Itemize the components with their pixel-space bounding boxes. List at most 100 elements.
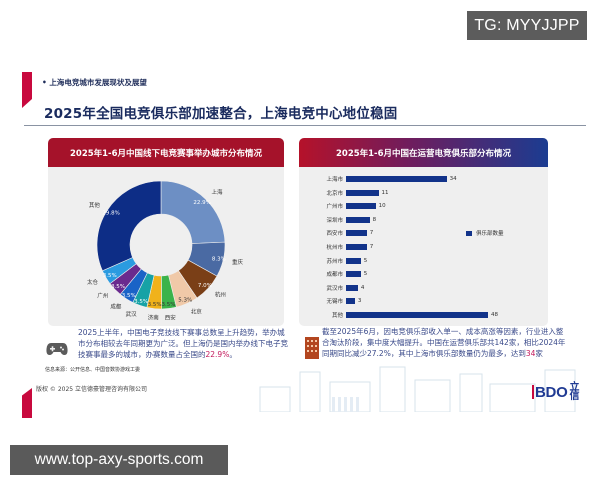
bar bbox=[346, 203, 376, 210]
slice-value-label: 5.3% bbox=[178, 297, 192, 303]
logo-bar bbox=[532, 385, 534, 399]
gamepad-icon bbox=[46, 343, 68, 355]
note-text: 2025上半年，中国电子竞技线下赛事总数呈上升趋势，举办城市分布相较去年同期更为… bbox=[78, 328, 288, 359]
slice-category-label: 广州 bbox=[97, 292, 108, 300]
bar-category-label: 杭州市 bbox=[326, 245, 343, 251]
panel-title: 2025年1-6月中国线下电竞赛事举办城市分布情况 bbox=[48, 138, 284, 167]
city-skyline-decoration bbox=[259, 366, 576, 412]
bar-value-label: 7 bbox=[369, 230, 374, 237]
slice-value-label: 3.5% bbox=[122, 293, 136, 299]
watermark-badge-bottom: www.top-axy-sports.com bbox=[10, 445, 228, 475]
note-text: 家 bbox=[535, 349, 543, 358]
bar-row: 武汉市 4 bbox=[299, 283, 364, 293]
club-summary-note: 截至2025年6月，因电竞俱乐部收入单一、成本高涨等因素，行业进入整合淘汰阶段，… bbox=[322, 326, 567, 359]
slice-value-label: 3.5% bbox=[103, 273, 117, 279]
legend-label: 俱乐部数量 bbox=[476, 231, 504, 237]
page-title: 2025年全国电竞俱乐部加速整合，上海电竞中心地位稳固 bbox=[44, 106, 398, 122]
bar-category-label: 深圳市 bbox=[326, 217, 343, 224]
bar bbox=[346, 271, 361, 278]
bar bbox=[346, 216, 370, 223]
bar bbox=[346, 284, 358, 291]
slice-category-label: 其他 bbox=[89, 201, 101, 209]
bar-value-label: 34 bbox=[449, 176, 457, 182]
slice-value-label: 7.0% bbox=[198, 283, 212, 289]
bar-row: 北京市 11 bbox=[299, 188, 389, 198]
slice-value-label: 22.9% bbox=[193, 200, 210, 206]
bar-category-label: 西安市 bbox=[326, 231, 343, 238]
bar-category-label: 其他 bbox=[331, 313, 343, 319]
bar bbox=[346, 230, 367, 237]
accent-bar-bottom bbox=[22, 388, 32, 418]
slice-category-label: 济南 bbox=[148, 314, 160, 322]
bar-value-label: 8 bbox=[372, 216, 377, 223]
donut-slice bbox=[96, 180, 162, 272]
bar bbox=[346, 257, 361, 264]
slice-category-label: 成都 bbox=[110, 302, 122, 310]
bar-value-label: 5 bbox=[363, 257, 368, 264]
section-label: • 上海电竞城市发展现状及展望 bbox=[42, 78, 147, 87]
bar-row: 深圳市 8 bbox=[299, 215, 376, 225]
bar-value-label: 11 bbox=[381, 189, 389, 196]
panel-title: 2025年1-6月中国在运营电竞俱乐部分布情况 bbox=[299, 138, 548, 167]
bar-value-label: 7 bbox=[369, 244, 374, 250]
chart-legend: 俱乐部数量 bbox=[466, 229, 504, 237]
bar-category-label: 上海市 bbox=[326, 177, 343, 183]
watermark-badge-top: TG: MYYJJPP bbox=[467, 11, 587, 40]
slice-value-label: 3.5% bbox=[134, 299, 148, 305]
slice-value-label: 3.5% bbox=[148, 302, 162, 308]
bar-row: 成都市 5 bbox=[299, 269, 367, 279]
slice-value-label: 8.3% bbox=[212, 257, 226, 263]
donut-chart: 22.9% 上海 8.3% 重庆 7.0% 杭州 5.3% 北京 3.5% 西安 3.5% 济南 3.5… bbox=[48, 167, 284, 326]
bar-row: 苏州市 5 bbox=[299, 256, 367, 266]
note-text: 截至2025年6月，因电竞俱乐部收入单一、成本高涨等因素，行业进入整合淘汰阶段，… bbox=[322, 327, 566, 358]
slice-value-label: 29.8% bbox=[102, 210, 119, 216]
slice-value-label: 3.5% bbox=[162, 302, 176, 308]
slice-category-label: 上海 bbox=[211, 188, 223, 196]
club-distribution-panel: 2025年1-6月中国在运营电竞俱乐部分布情况 俱乐部数量 上海市 34 北京市 11… bbox=[299, 138, 548, 326]
slice-category-label: 杭州 bbox=[215, 290, 226, 298]
bar-value-label: 3 bbox=[357, 298, 362, 305]
bar-value-label: 5 bbox=[363, 271, 368, 278]
bdo-logo: BDO 立信 bbox=[532, 382, 580, 402]
bar-category-label: 武汉市 bbox=[326, 285, 343, 292]
bar-category-label: 北京市 bbox=[326, 190, 343, 197]
bar-category-label: 广州市 bbox=[326, 204, 343, 211]
bar-row: 无锡市 3 bbox=[299, 296, 361, 306]
bar-row: 其他 48 bbox=[299, 310, 498, 320]
bar bbox=[346, 312, 488, 318]
bar bbox=[346, 244, 367, 250]
note-highlight: 34 bbox=[525, 349, 536, 358]
accent-bar-top bbox=[22, 72, 32, 108]
note-highlight: 22.9% bbox=[205, 350, 230, 359]
title-divider bbox=[24, 125, 586, 126]
slice-category-label: 北京 bbox=[191, 308, 203, 316]
copyright: 版权 © 2025 立信德豪管理咨询有限公司 bbox=[36, 386, 147, 393]
slice-category-label: 重庆 bbox=[232, 258, 244, 266]
slice-category-label: 西安 bbox=[165, 313, 177, 321]
bar-value-label: 10 bbox=[378, 203, 386, 210]
bar-category-label: 无锡市 bbox=[326, 299, 343, 306]
bar-category-label: 苏州市 bbox=[326, 258, 343, 265]
bar-value-label: 48 bbox=[491, 312, 498, 318]
bar-row: 杭州市 7 bbox=[299, 242, 373, 252]
bar-category-label: 成都市 bbox=[326, 272, 343, 279]
bar-value-label: 4 bbox=[360, 284, 365, 291]
slice-category-label: 太仓 bbox=[87, 278, 99, 286]
bar-row: 广州市 10 bbox=[299, 201, 386, 211]
source-note: 信息来源：公开信息、中国音数协游戏工委 bbox=[45, 367, 141, 373]
bar-row: 上海市 34 bbox=[299, 174, 457, 184]
event-city-panel: 2025年1-6月中国线下电竞赛事举办城市分布情况 22.9% 上海 8.3% 重庆 7… bbox=[48, 138, 284, 326]
bar-row: 西安市 7 bbox=[299, 228, 373, 238]
slice-category-label: 武汉 bbox=[126, 310, 138, 318]
logo-text: BDO bbox=[535, 383, 568, 401]
bar-chart: 俱乐部数量 上海市 34 北京市 11 广州市 10 深圳市 8 西安市 7 杭州市 7 苏州市 5 成都市… bbox=[299, 167, 548, 326]
event-summary-note: 2025上半年，中国电子竞技线下赛事总数呈上升趋势，举办城市分布相较去年同期更为… bbox=[78, 327, 288, 360]
slice-value-label: 3.5% bbox=[111, 284, 125, 290]
logo-cn: 立信 bbox=[569, 382, 580, 402]
note-text: 。 bbox=[229, 350, 237, 359]
legend-swatch bbox=[466, 230, 472, 236]
bar bbox=[346, 298, 355, 305]
slide: • 上海电竞城市发展现状及展望 2025年全国电竞俱乐部加速整合，上海电竞中心地… bbox=[20, 62, 588, 418]
bar bbox=[346, 189, 379, 196]
